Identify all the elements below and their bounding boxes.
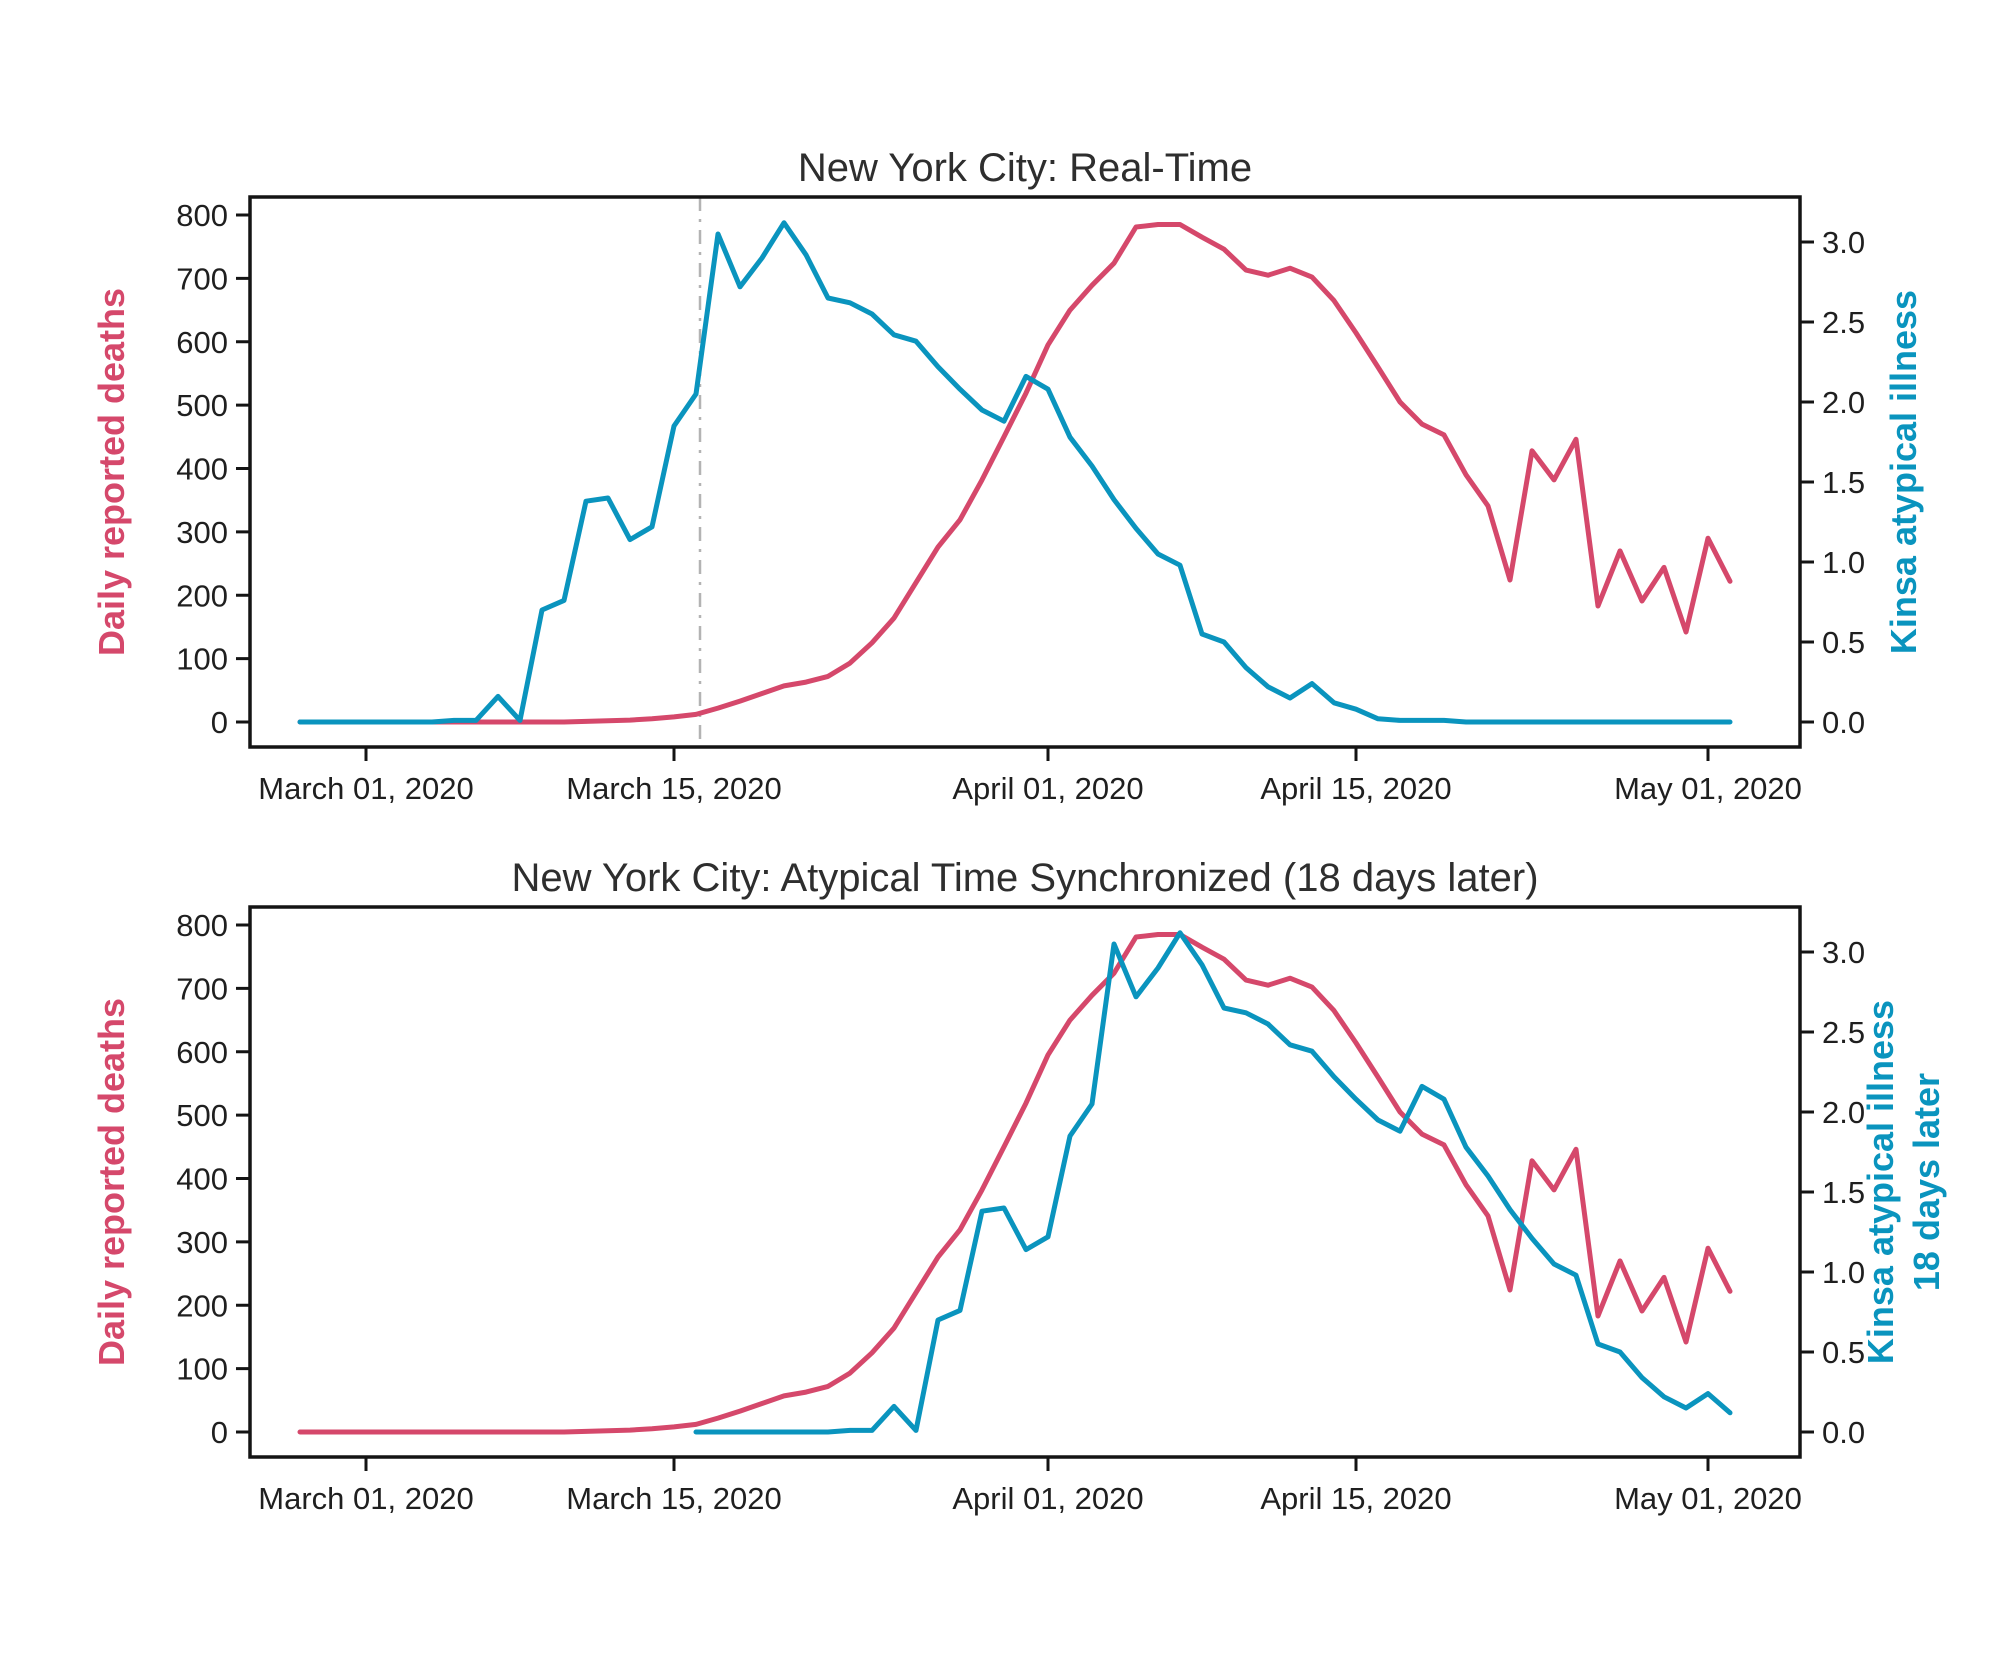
y-tick-label-right: 0.0 xyxy=(1822,705,1865,740)
kinsa-line-0 xyxy=(297,220,1733,725)
y-tick-label-left: 200 xyxy=(176,578,228,613)
y-tick-label-left: 600 xyxy=(176,1035,228,1070)
y-axis-label-deaths-top: Daily reported deaths xyxy=(91,287,132,657)
y-tick-label-right: 1.0 xyxy=(1822,1255,1865,1290)
y-tick-label-left: 800 xyxy=(176,198,228,233)
y-tick-label-left: 0 xyxy=(211,1415,228,1450)
y-axis-label-kinsa-bottom-line2: 18 days later xyxy=(1906,1072,1947,1292)
y-tick-label-right: 3.0 xyxy=(1822,935,1865,970)
y-tick-label-right: 0.0 xyxy=(1822,1415,1865,1450)
y-tick-label-left: 500 xyxy=(176,1098,228,1133)
kinsa-line-1 xyxy=(693,930,1733,1435)
x-tick-label: March 15, 2020 xyxy=(566,771,781,806)
y-tick-label-left: 300 xyxy=(176,1225,228,1260)
tick-labels-0: March 01, 2020 March 15, 2020 April 01, 20… xyxy=(176,198,1865,806)
y-tick-label-right: 1.5 xyxy=(1822,465,1865,500)
y-tick-label-left: 800 xyxy=(176,908,228,943)
y-tick-label-left: 200 xyxy=(176,1288,228,1323)
y-tick-label-left: 300 xyxy=(176,515,228,550)
y-tick-label-left: 0 xyxy=(211,705,228,740)
y-tick-label-left: 100 xyxy=(176,642,228,677)
plot-box-1 xyxy=(248,905,1802,1459)
x-tick-label: April 15, 2020 xyxy=(1260,771,1451,806)
x-tick-label: May 01, 2020 xyxy=(1614,771,1802,806)
y-tick-label-left: 400 xyxy=(176,1162,228,1197)
y-axis-label-kinsa-bottom: Kinsa atypical illness 18 days later xyxy=(1858,1000,1950,1364)
y-axis-label-kinsa-bottom-line1: Kinsa atypical illness xyxy=(1860,999,1901,1365)
chart-title-synchronized: New York City: Atypical Time Synchronize… xyxy=(511,856,1539,900)
x-tick-label: May 01, 2020 xyxy=(1614,1481,1802,1516)
y-tick-label-left: 600 xyxy=(176,325,228,360)
y-tick-label-right: 2.5 xyxy=(1822,305,1865,340)
y-tick-label-right: 2.0 xyxy=(1822,385,1865,420)
x-tick-label: April 15, 2020 xyxy=(1260,1481,1451,1516)
deaths-line-1 xyxy=(297,932,1733,1435)
y-tick-label-right: 1.0 xyxy=(1822,545,1865,580)
plot-box-0 xyxy=(248,195,1802,749)
ticks-1 xyxy=(236,923,1814,1471)
y-tick-label-right: 1.5 xyxy=(1822,1175,1865,1210)
x-tick-label: March 01, 2020 xyxy=(258,771,473,806)
y-axis-label-deaths-bottom: Daily reported deaths xyxy=(91,997,132,1367)
y-tick-label-left: 400 xyxy=(176,452,228,487)
deaths-line-0 xyxy=(297,222,1733,725)
y-tick-label-left: 700 xyxy=(176,261,228,296)
ticks-0 xyxy=(236,213,1814,761)
y-tick-label-left: 700 xyxy=(176,971,228,1006)
y-tick-label-left: 500 xyxy=(176,388,228,423)
y-tick-label-right: 0.5 xyxy=(1822,1335,1865,1370)
x-tick-label: April 01, 2020 xyxy=(952,771,1143,806)
x-tick-label: April 01, 2020 xyxy=(952,1481,1143,1516)
chart-title-real-time: New York City: Real-Time xyxy=(797,146,1253,190)
y-tick-label-left: 100 xyxy=(176,1352,228,1387)
x-tick-label: March 01, 2020 xyxy=(258,1481,473,1516)
y-tick-label-right: 2.0 xyxy=(1822,1095,1865,1130)
y-tick-label-right: 3.0 xyxy=(1822,225,1865,260)
y-tick-label-right: 0.5 xyxy=(1822,625,1865,660)
tick-labels-1: March 01, 2020 March 15, 2020 April 01, 20… xyxy=(176,908,1865,1516)
y-axis-label-kinsa-top: Kinsa atypical illness xyxy=(1883,289,1924,655)
y-tick-label-right: 2.5 xyxy=(1822,1015,1865,1050)
chart-0: March 01, 2020 March 15, 2020 April 01, 20… xyxy=(176,195,1865,806)
chart-1: March 01, 2020 March 15, 2020 April 01, 20… xyxy=(176,905,1865,1516)
x-tick-label: March 15, 2020 xyxy=(566,1481,781,1516)
